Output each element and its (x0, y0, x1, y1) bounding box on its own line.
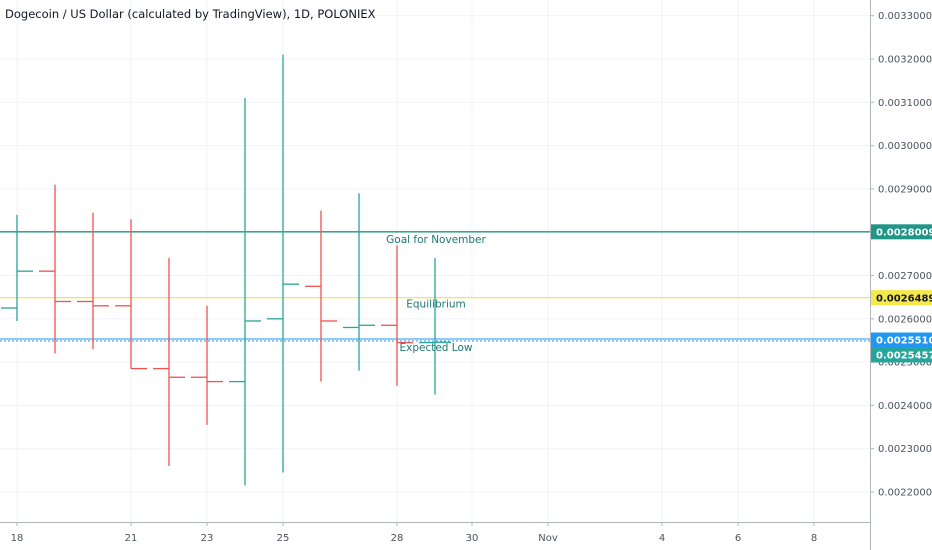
x-tick-label: 6 (735, 533, 741, 544)
x-tick-label: 4 (659, 533, 665, 544)
x-tick-label: Nov (538, 533, 558, 544)
badge-expected-low-label: 0.00255101 (876, 336, 932, 347)
chart-title: Dogecoin / US Dollar (calculated by Trad… (5, 7, 376, 21)
badge-equilibrium: 0.00264895 (871, 290, 932, 306)
ohlc-bar (115, 219, 147, 370)
ohlc-bars (1, 54, 451, 486)
ohlc-bar (191, 305, 223, 425)
ohlc-bar (229, 97, 261, 486)
x-tick-label: 23 (201, 533, 214, 544)
ohlc-bar (267, 54, 299, 473)
ohlc-bar (1, 214, 33, 321)
ohlc-bar (39, 184, 71, 354)
annotation-equilibrium: Equilibrium (406, 299, 466, 311)
annotations: Goal for November Equilibrium Expected Low (386, 234, 486, 354)
annotation-goal: Goal for November (386, 234, 486, 246)
x-tick-label: 25 (277, 533, 290, 544)
badge-equilibrium-label: 0.00264895 (876, 293, 932, 304)
x-tick-label: 30 (466, 533, 479, 544)
ohlc-bar (381, 245, 413, 386)
badge-equilibrium-bg (871, 290, 932, 306)
ohlc-bar (305, 210, 337, 382)
x-tick-label: 21 (125, 533, 138, 544)
y-tick-label: 0.00330000 (878, 11, 932, 22)
annotation-expected-low: Expected Low (399, 342, 472, 354)
x-tick-label: 8 (811, 533, 817, 544)
badge-expected-low: 0.00255101 (871, 332, 932, 348)
x-tick-label: 28 (391, 533, 404, 544)
badge-expected-low-bg (871, 332, 932, 348)
badge-last-price-label: 0.00254576 (876, 351, 932, 362)
x-tick-label: 18 (11, 533, 24, 544)
ohlc-bar (419, 258, 451, 395)
badge-last-price-bg (871, 347, 932, 363)
ohlc-bar (77, 212, 109, 350)
badge-goal-bg (871, 224, 932, 240)
ohlc-bar (343, 193, 375, 371)
badge-last-price: 0.00254576 (871, 347, 932, 363)
ohlc-bar (153, 258, 185, 467)
